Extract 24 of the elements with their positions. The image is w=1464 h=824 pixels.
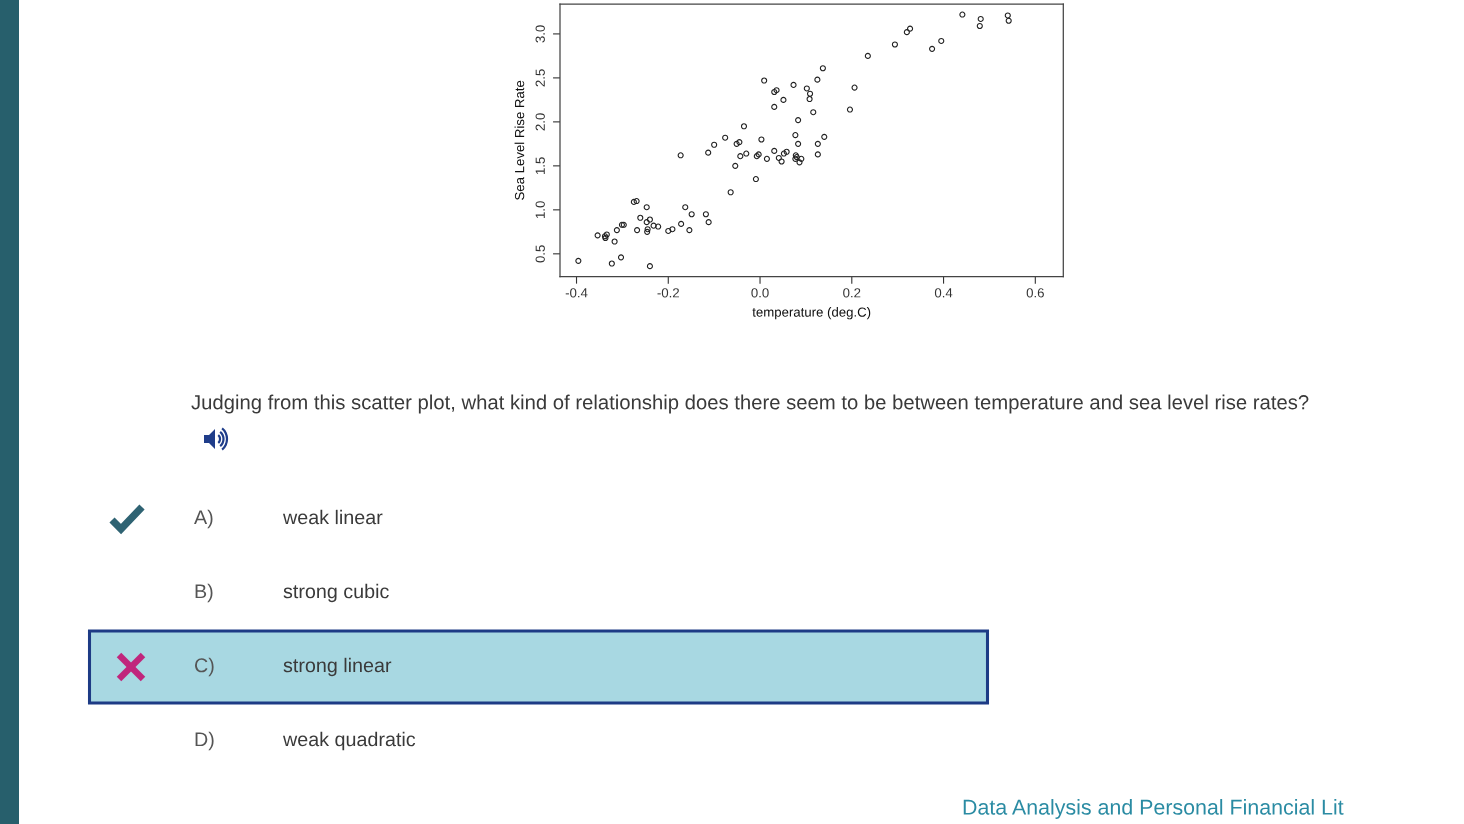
text: strong cubic — [283, 583, 389, 603]
text: A) — [194, 509, 213, 529]
text: D) — [195, 731, 214, 751]
y-tick-label: 3.0 — [535, 25, 545, 43]
text: B) — [195, 583, 213, 603]
text: C) — [195, 657, 214, 677]
y-tick-label: 2.5 — [535, 69, 545, 87]
y-tick-label: 2.0 — [535, 113, 545, 131]
x-tick-label: 0.6 — [1026, 288, 1044, 298]
x-tick-label: -0.2 — [657, 288, 679, 298]
text: weak linear — [282, 509, 383, 525]
text: weak quadratic — [282, 731, 416, 751]
y-tick-label: 1.5 — [535, 157, 545, 175]
x-axis-title: temperature (deg.C) — [752, 307, 871, 320]
y-axis-title: Sea Level Rise Rate — [514, 80, 525, 200]
x-tick-label: 0.4 — [934, 288, 953, 298]
y-tick-label: 0.5 — [535, 245, 545, 263]
x-tick-label: 0.2 — [843, 288, 861, 298]
text: Judging from this scatter plot, what kind of relationship does there seem to be between temperature and sea level rise rates? — [191, 394, 1309, 414]
text: Data Analysis and Personal Financial Lit — [963, 799, 1344, 819]
y-tick-label: 1.0 — [535, 201, 545, 219]
text: strong linear — [283, 657, 392, 677]
x-tick-label: -0.4 — [565, 288, 588, 298]
x-tick-label: 0.0 — [751, 288, 769, 298]
